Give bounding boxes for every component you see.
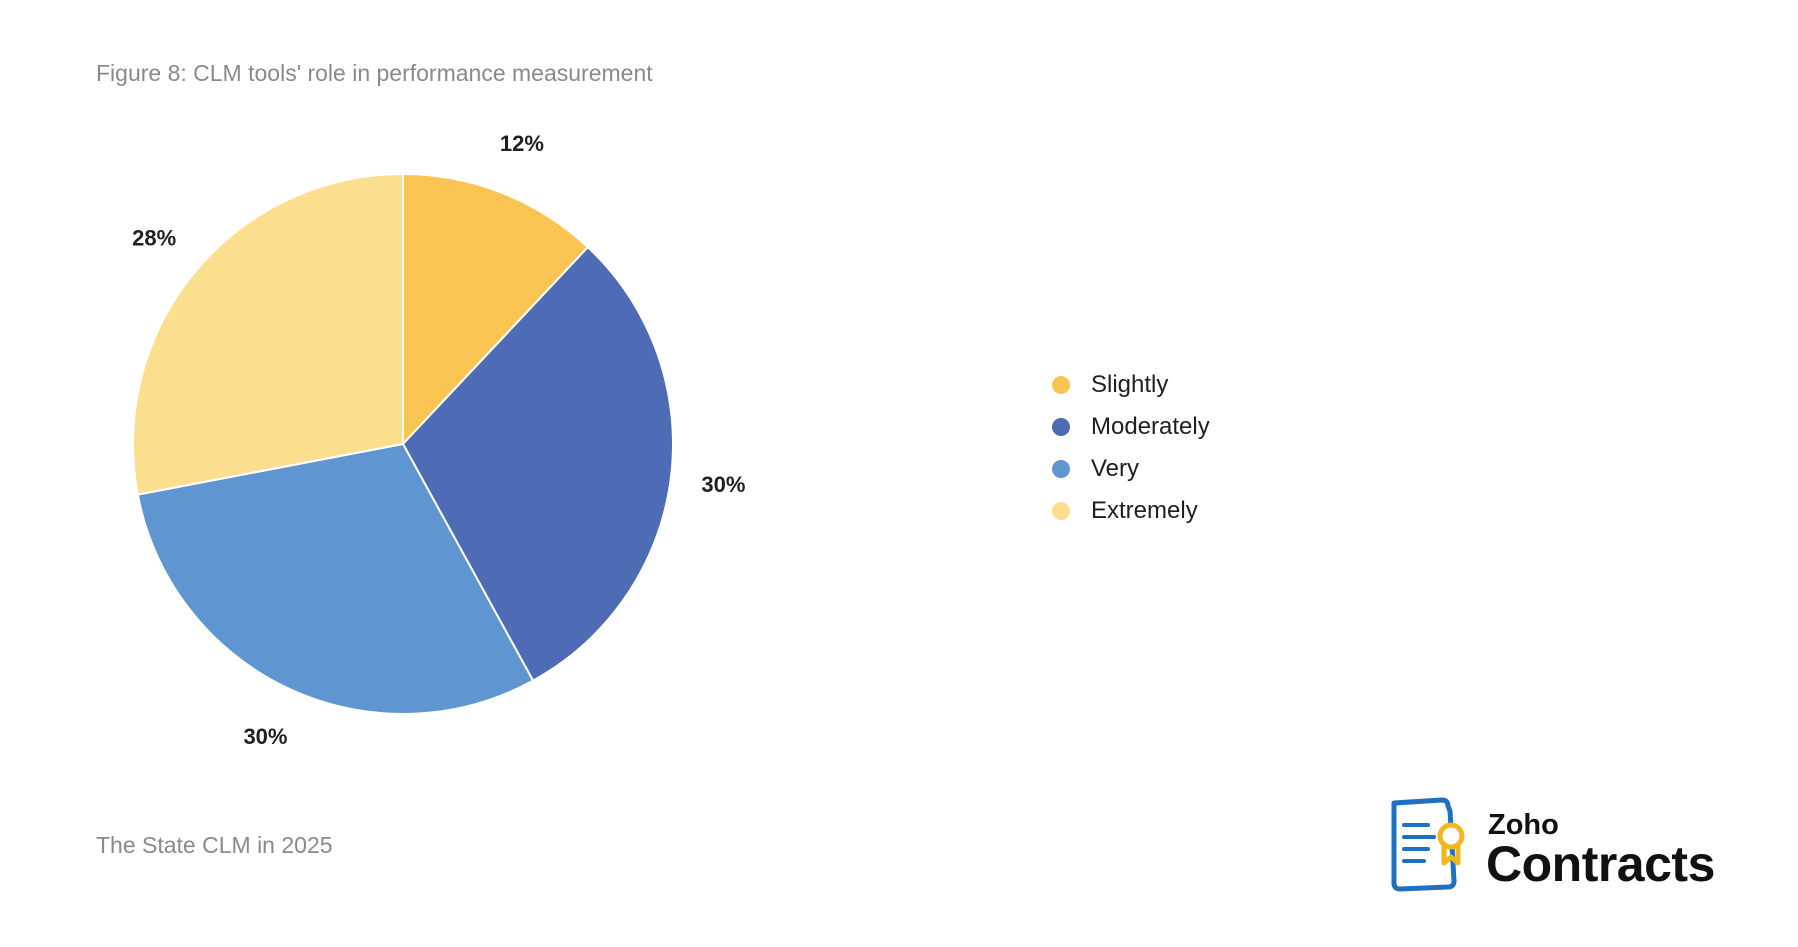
pie-slice-moderately — [401, 245, 674, 682]
legend-label-moderately: Moderately — [1091, 413, 1210, 440]
source-caption: The State CLM in 2025 — [96, 832, 333, 858]
slice-label-moderately: 30% — [701, 472, 745, 497]
zoho-contracts-logo: Zoho Contracts — [1384, 797, 1724, 893]
legend-swatch-extremely — [1052, 502, 1070, 520]
slice-label-very: 30% — [243, 724, 287, 749]
legend-label-extremely: Extremely — [1091, 497, 1198, 524]
legend-swatch-very — [1052, 460, 1070, 478]
pie-slice-extremely — [132, 172, 404, 496]
chart-legend: Slightly Moderately Very Extremely — [1052, 364, 1210, 532]
legend-swatch-slightly — [1052, 376, 1070, 394]
legend-label-slightly: Slightly — [1091, 371, 1169, 398]
legend-item-slightly: Slightly — [1052, 364, 1210, 406]
pie-slice-very — [136, 442, 535, 715]
legend-item-extremely: Extremely — [1052, 490, 1210, 532]
legend-swatch-moderately — [1052, 418, 1070, 436]
pie-slice-slightly — [402, 172, 590, 447]
contract-document-icon — [1391, 797, 1465, 892]
legend-item-moderately: Moderately — [1052, 406, 1210, 448]
figure-title: Figure 8: CLM tools' role in performance… — [96, 60, 653, 86]
legend-label-very: Very — [1091, 455, 1140, 482]
legend-item-very: Very — [1052, 448, 1210, 490]
slice-label-extremely: 28% — [132, 226, 176, 251]
logo-product-text: Contracts — [1486, 836, 1715, 892]
logo-brand-text: Zoho — [1488, 809, 1559, 841]
slice-label-slightly: 12% — [500, 131, 544, 156]
